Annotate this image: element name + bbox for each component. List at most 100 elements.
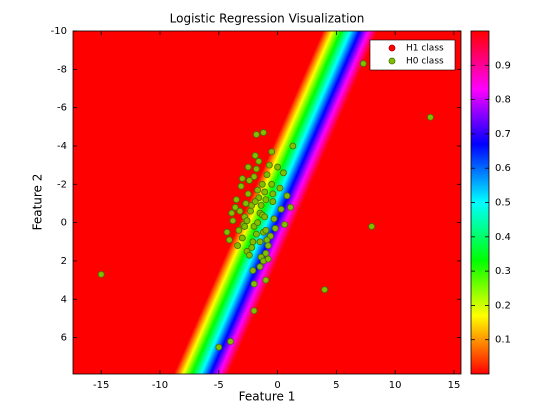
point xyxy=(244,163,252,171)
y-tick-label: -4 xyxy=(57,141,67,152)
point xyxy=(227,338,234,345)
point xyxy=(250,173,258,181)
colorbar-tick-label: 0.1 xyxy=(495,335,511,346)
point xyxy=(245,177,253,184)
legend-box xyxy=(369,39,456,71)
x-tick-label: -15 xyxy=(93,380,109,391)
point xyxy=(276,184,284,192)
colorbar-tick-label: 0.4 xyxy=(495,232,511,243)
colorbar-tick-label: 0.8 xyxy=(495,95,511,106)
point xyxy=(283,192,291,200)
point xyxy=(269,190,277,198)
colorbar-tick-label: 0.2 xyxy=(495,300,511,311)
point xyxy=(223,228,231,236)
point xyxy=(265,161,273,169)
point xyxy=(234,242,242,250)
y-tick-label: -8 xyxy=(57,64,67,75)
y-tick-label: -10 xyxy=(51,26,67,37)
point xyxy=(257,201,265,209)
colorbar-tick-label: 0.5 xyxy=(495,198,511,209)
point xyxy=(215,343,223,351)
point xyxy=(249,267,257,274)
point xyxy=(228,209,236,217)
x-tick-label: 10 xyxy=(389,380,402,391)
x-tick-label: -10 xyxy=(152,380,168,391)
point xyxy=(243,217,251,225)
point xyxy=(249,238,257,246)
point xyxy=(238,234,246,242)
point xyxy=(248,244,256,251)
point xyxy=(274,163,281,171)
x-axis-label: Feature 1 xyxy=(239,390,296,404)
point xyxy=(262,196,270,204)
point xyxy=(233,196,240,204)
point xyxy=(268,148,276,156)
point xyxy=(251,152,259,159)
point xyxy=(269,198,277,205)
y-tick-label: 2 xyxy=(61,256,67,267)
point xyxy=(254,219,261,227)
point xyxy=(368,223,376,230)
x-tick-label: -5 xyxy=(214,380,224,391)
legend-label: H0 class xyxy=(406,57,444,67)
point xyxy=(263,171,271,179)
x-tick-label: 15 xyxy=(448,380,461,391)
point xyxy=(247,207,254,215)
y-tick-label: 0 xyxy=(61,218,67,229)
point xyxy=(427,113,434,121)
point xyxy=(271,224,279,232)
point xyxy=(244,190,252,198)
point xyxy=(262,226,270,234)
plot-frame xyxy=(72,30,462,375)
colorbar-tick-label: 0.6 xyxy=(495,163,511,174)
point xyxy=(238,175,246,182)
point xyxy=(256,238,264,246)
point xyxy=(360,60,367,67)
point xyxy=(237,182,245,190)
x-tick-label: 0 xyxy=(274,380,280,391)
point xyxy=(255,157,263,165)
colorbar-tick-label: 0.7 xyxy=(495,129,511,140)
point xyxy=(263,236,271,244)
point xyxy=(241,223,249,230)
chart-title: Logistic Regression Visualization xyxy=(170,12,365,26)
y-tick-label: -2 xyxy=(57,179,67,190)
point xyxy=(321,286,329,294)
point xyxy=(250,280,258,288)
point xyxy=(281,221,289,228)
point xyxy=(231,203,239,211)
point xyxy=(258,180,266,188)
point xyxy=(251,198,259,205)
point xyxy=(245,251,253,259)
point xyxy=(261,213,269,221)
point xyxy=(235,226,243,234)
point xyxy=(242,200,250,207)
point xyxy=(253,165,260,173)
y-tick-label: 4 xyxy=(61,294,67,305)
point xyxy=(236,207,244,215)
legend-label: H1 class xyxy=(406,44,444,54)
point xyxy=(289,142,297,150)
point xyxy=(225,236,233,244)
legend-marker xyxy=(388,44,396,52)
point xyxy=(253,230,260,238)
point xyxy=(262,276,270,284)
point xyxy=(261,188,269,196)
point xyxy=(264,255,272,263)
points xyxy=(97,60,434,351)
point xyxy=(97,270,105,278)
y-tick-label: -6 xyxy=(57,103,67,114)
y-tick-label: 6 xyxy=(61,333,67,344)
point xyxy=(260,129,267,136)
colorbar-tick-label: 0.9 xyxy=(495,60,511,71)
point xyxy=(256,263,264,271)
y-axis-label: Feature 2 xyxy=(31,174,45,231)
point xyxy=(254,186,261,194)
point xyxy=(262,249,270,257)
point xyxy=(287,203,294,211)
point xyxy=(277,205,285,213)
colorbar-tick-label: 0.3 xyxy=(495,266,511,277)
point xyxy=(264,242,272,250)
point xyxy=(229,217,237,225)
